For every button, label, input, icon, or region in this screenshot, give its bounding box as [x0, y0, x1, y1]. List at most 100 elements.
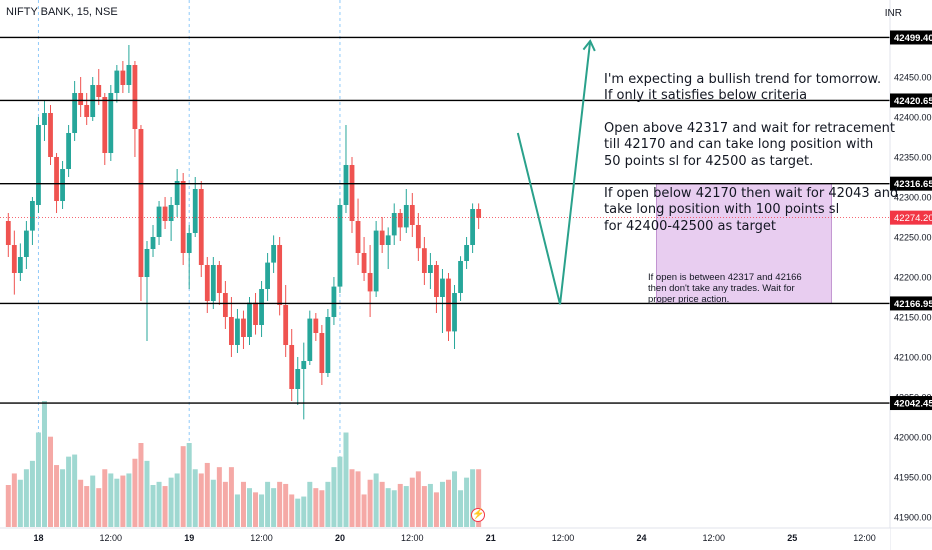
- candle-body: [325, 317, 331, 373]
- volume-bar: [5, 485, 11, 527]
- candle-body: [440, 278, 445, 297]
- candle-body: [84, 105, 90, 117]
- candle-body: [48, 113, 53, 157]
- time-tick-label: 12:00: [552, 533, 575, 543]
- level-price-tag: [890, 296, 932, 311]
- candle-body: [283, 305, 289, 345]
- volume-bar: [301, 496, 307, 527]
- candle-body: [204, 265, 210, 301]
- volume-bar: [150, 485, 156, 527]
- candle-body: [343, 165, 349, 205]
- volume-bar: [168, 477, 174, 527]
- volume-bar: [138, 443, 144, 527]
- time-tick-label: 21: [486, 533, 496, 543]
- candle-body: [186, 233, 192, 253]
- volume-bar: [132, 458, 138, 527]
- volume-bar: [204, 462, 210, 527]
- volume-bar: [319, 490, 325, 527]
- candle-body: [355, 221, 361, 253]
- symbol-title: NIFTY BANK, 15, NSE: [6, 6, 118, 18]
- flash-icon[interactable]: ⚡: [471, 508, 485, 522]
- price-axis-bg: [890, 0, 932, 550]
- candle-body: [349, 165, 355, 221]
- volume-bar: [253, 492, 259, 527]
- volume-bar: [403, 486, 409, 527]
- volume-bar: [78, 479, 84, 527]
- candle-body: [108, 93, 114, 153]
- volume-bar: [60, 469, 66, 527]
- volume-bar: [271, 488, 277, 527]
- volume-bar: [120, 475, 126, 527]
- volume-bar: [343, 432, 349, 527]
- candle-body: [222, 293, 228, 317]
- candle-body: [11, 245, 17, 273]
- level-price-label: 42420.65: [894, 96, 932, 107]
- volume-bar: [180, 446, 186, 527]
- volume-bar: [48, 436, 54, 527]
- volume-bar: [452, 471, 458, 527]
- volume-bar: [54, 465, 60, 527]
- level-price-tag: [890, 30, 932, 45]
- volume-bar: [283, 483, 289, 527]
- volume-bar: [126, 473, 132, 527]
- volume-bar: [307, 481, 313, 527]
- volume-bar: [385, 488, 391, 527]
- volume-bars: [5, 401, 482, 527]
- volume-bar: [41, 401, 47, 527]
- candle-body: [259, 289, 264, 325]
- price-tick-label: 42100.00: [894, 353, 932, 363]
- time-tick-label: 24: [636, 533, 646, 543]
- candle-body: [397, 213, 403, 228]
- time-tick-label: 19: [184, 533, 194, 543]
- price-axis[interactable]: 41900.0041950.0042000.0042050.0042100.00…: [889, 0, 932, 550]
- price-tick-label: 42250.00: [894, 233, 932, 243]
- candle-body: [289, 345, 295, 389]
- projection-arrowhead: [582, 39, 596, 52]
- candle-body: [168, 205, 174, 221]
- note-line: take long position with 100 points sl: [604, 202, 840, 218]
- candle-body: [403, 205, 409, 228]
- volume-bar: [295, 498, 301, 527]
- volume-bar: [114, 478, 120, 527]
- volume-bar: [259, 494, 265, 527]
- volume-bar: [289, 494, 295, 527]
- price-tick-label: 42150.00: [894, 313, 932, 323]
- candle-body: [138, 129, 144, 277]
- time-tick-label: 20: [335, 533, 345, 543]
- volume-bar: [464, 477, 470, 527]
- time-axis[interactable]: 18 12:00 19 12:00 20 12:00 21 12:00 24 12:00 25 12:…: [0, 527, 932, 550]
- candle-body: [150, 237, 156, 249]
- candle-body: [428, 265, 433, 273]
- candle-body: [271, 245, 277, 263]
- last-price-label: 42274.20: [894, 213, 932, 224]
- candle-body: [415, 225, 421, 249]
- volume-bar: [23, 469, 29, 527]
- candle-body: [367, 273, 373, 292]
- candle-body: [30, 201, 35, 231]
- volume-bar: [247, 488, 252, 527]
- volume-bar: [313, 488, 319, 527]
- price-tick-label: 41950.00: [894, 473, 932, 483]
- volume-bar: [421, 486, 427, 527]
- price-tick-label: 42350.00: [894, 153, 932, 163]
- candle-body: [36, 125, 41, 205]
- candle-body: [156, 206, 162, 237]
- note-line: If only it satisfies below criteria: [604, 88, 808, 104]
- time-tick-label: 18: [33, 533, 43, 543]
- candle-body: [476, 209, 482, 218]
- candle-body: [313, 318, 319, 333]
- candle-body: [434, 265, 439, 297]
- volume-bar: [210, 479, 216, 527]
- candle-body: [265, 262, 270, 289]
- candle-body: [319, 333, 325, 373]
- volume-bar: [470, 469, 476, 527]
- volume-bar: [415, 471, 421, 527]
- time-axis-bg: [0, 528, 890, 550]
- projection-path: [516, 40, 592, 305]
- volume-bar: [102, 469, 108, 527]
- candle-body: [373, 230, 379, 292]
- volume-bar: [445, 479, 451, 527]
- volume-bar: [222, 481, 228, 527]
- volume-bar: [265, 481, 271, 527]
